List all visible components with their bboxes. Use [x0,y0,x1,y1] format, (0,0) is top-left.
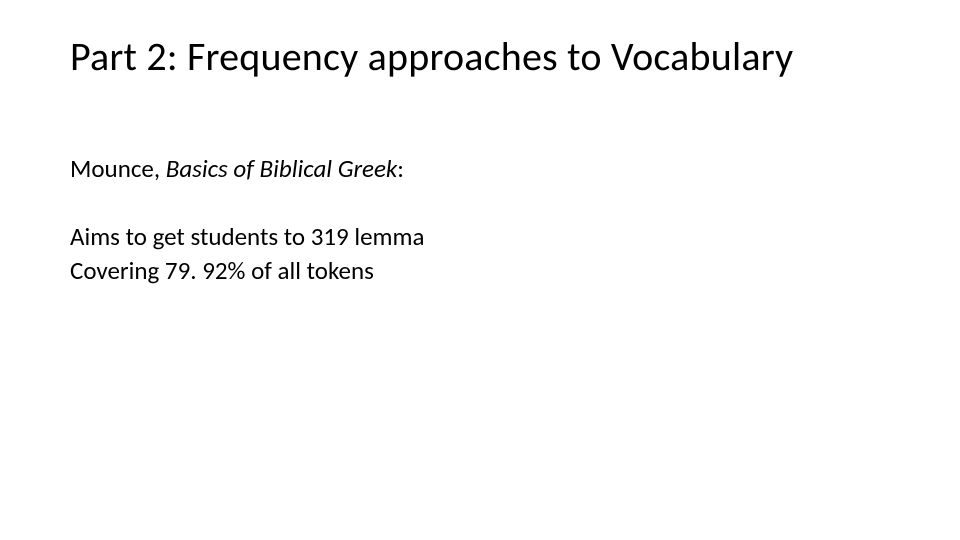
author-line: Mounce, Basics of Biblical Greek: [70,152,424,186]
slide-title: Part 2: Frequency approaches to Vocabula… [70,32,793,81]
slide: Part 2: Frequency approaches to Vocabula… [0,0,960,540]
author-name: Mounce, [70,153,166,184]
book-title: Basics of Biblical Greek [166,153,398,184]
paragraph-gap [70,186,424,220]
body-line-1: Aims to get students to 319 lemma [70,220,424,254]
body-line-2: Covering 79. 92% of all tokens [70,254,424,288]
author-line-suffix: : [397,153,404,184]
slide-body: Mounce, Basics of Biblical Greek: Aims t… [70,152,424,287]
